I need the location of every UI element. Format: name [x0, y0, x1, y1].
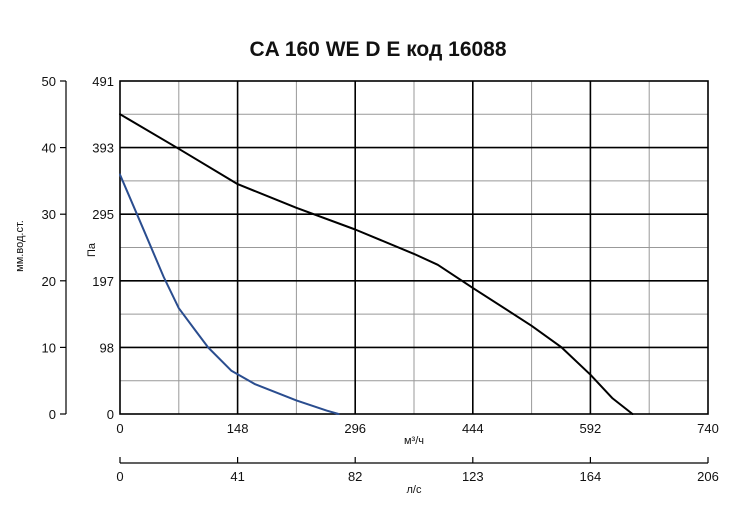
y-left-tick-label: 30	[42, 207, 56, 222]
y-pa-tick-label: 0	[107, 407, 114, 422]
x-tick-label: 148	[227, 421, 249, 436]
y-pa-tick-label: 197	[92, 274, 114, 289]
y-pa-tick-label: 393	[92, 141, 114, 156]
y-axis-right-label: Па	[86, 242, 98, 257]
y-pa-tick-label: 491	[92, 74, 114, 89]
y-left-tick-label: 10	[42, 340, 56, 355]
chart-title: CA 160 WE D E код 16088	[249, 38, 506, 61]
series-line-1	[119, 113, 634, 415]
x-tick-label: 0	[116, 421, 123, 436]
x-tick-label: 740	[697, 421, 719, 436]
x2-tick-label: 123	[462, 469, 484, 484]
x2-axis-label: л/с	[407, 484, 422, 496]
x2-tick-label: 82	[348, 469, 362, 484]
x-tick-label: 592	[580, 421, 602, 436]
y-axis-left-label: мм.вод.ст.	[14, 220, 26, 272]
y-pa-tick-label: 98	[100, 340, 114, 355]
x2-tick-label: 206	[697, 469, 719, 484]
plot-frame	[119, 80, 709, 415]
y-left-tick-label: 20	[42, 274, 56, 289]
series-line-2	[119, 173, 340, 415]
y-pa-tick-label: 295	[92, 207, 114, 222]
y-left-tick-label: 0	[49, 407, 56, 422]
y-left-tick-label: 40	[42, 141, 56, 156]
y-left-tick-label: 50	[42, 74, 56, 89]
x-tick-label: 444	[462, 421, 484, 436]
x2-tick-label: 164	[580, 469, 602, 484]
x2-tick-label: 0	[116, 469, 123, 484]
x2-tick-label: 41	[230, 469, 244, 484]
x-axis-label: м³/ч	[404, 435, 424, 447]
x-tick-label: 296	[344, 421, 366, 436]
